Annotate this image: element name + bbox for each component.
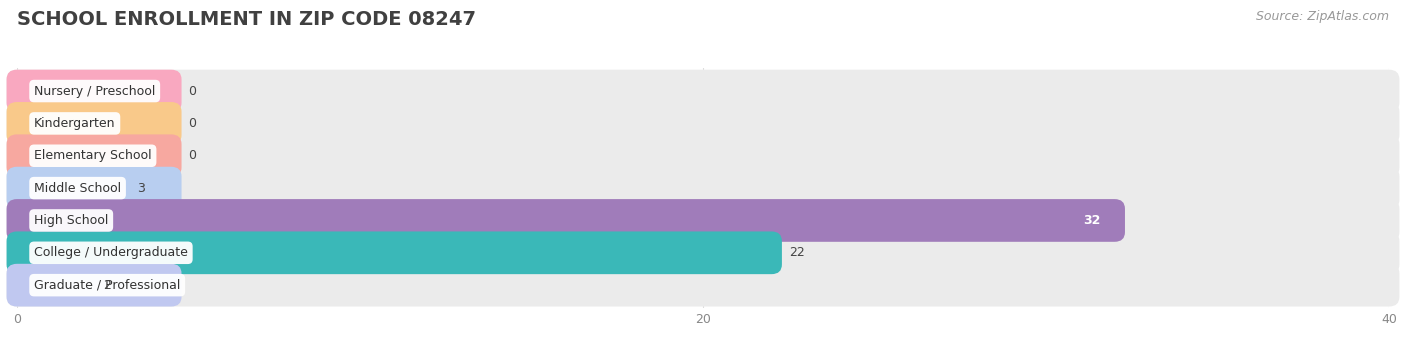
Text: 22: 22 <box>789 246 804 259</box>
Text: College / Undergraduate: College / Undergraduate <box>34 246 188 259</box>
Text: Kindergarten: Kindergarten <box>34 117 115 130</box>
Text: 0: 0 <box>188 84 197 97</box>
FancyBboxPatch shape <box>7 167 1399 209</box>
Text: 3: 3 <box>136 182 145 195</box>
FancyBboxPatch shape <box>7 134 1399 177</box>
Text: Elementary School: Elementary School <box>34 149 152 162</box>
Text: Source: ZipAtlas.com: Source: ZipAtlas.com <box>1256 10 1389 23</box>
FancyBboxPatch shape <box>7 70 1399 113</box>
Text: Middle School: Middle School <box>34 182 121 195</box>
Text: 0: 0 <box>188 149 197 162</box>
Text: High School: High School <box>34 214 108 227</box>
Text: 0: 0 <box>188 117 197 130</box>
FancyBboxPatch shape <box>7 232 782 274</box>
FancyBboxPatch shape <box>7 264 1399 306</box>
FancyBboxPatch shape <box>7 102 181 145</box>
FancyBboxPatch shape <box>7 70 181 113</box>
FancyBboxPatch shape <box>7 264 181 306</box>
Text: 32: 32 <box>1084 214 1101 227</box>
FancyBboxPatch shape <box>7 134 181 177</box>
FancyBboxPatch shape <box>7 102 1399 145</box>
Text: 2: 2 <box>103 279 111 292</box>
FancyBboxPatch shape <box>7 199 1125 242</box>
FancyBboxPatch shape <box>7 199 1399 242</box>
FancyBboxPatch shape <box>7 232 1399 274</box>
Text: SCHOOL ENROLLMENT IN ZIP CODE 08247: SCHOOL ENROLLMENT IN ZIP CODE 08247 <box>17 10 475 29</box>
Text: Nursery / Preschool: Nursery / Preschool <box>34 84 156 97</box>
FancyBboxPatch shape <box>7 167 181 209</box>
Text: Graduate / Professional: Graduate / Professional <box>34 279 180 292</box>
